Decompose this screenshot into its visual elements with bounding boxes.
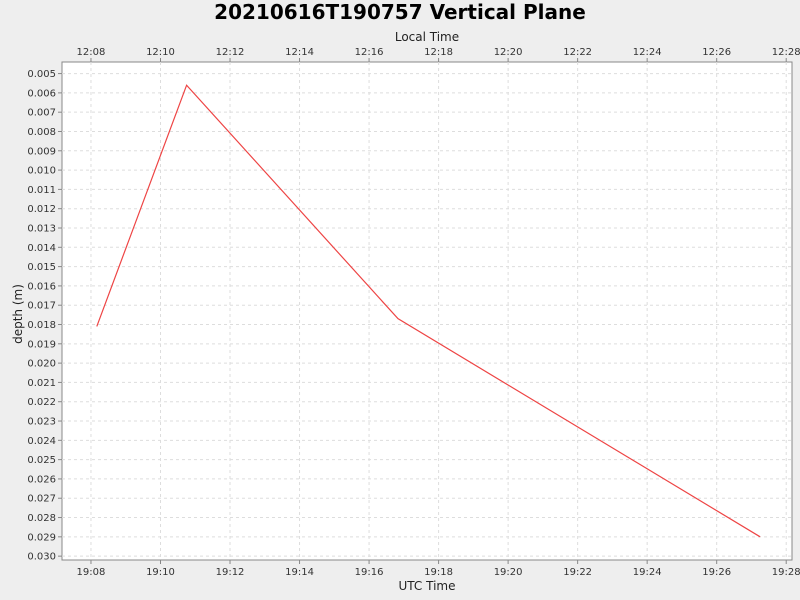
- y-tick-label: 0.013: [27, 224, 56, 235]
- x-tick-label: 19:18: [424, 567, 453, 578]
- y-tick-label: 0.025: [27, 455, 56, 466]
- y-tick-label: 0.007: [27, 108, 56, 119]
- series-layer: [96, 84, 761, 538]
- y-tick-label: 0.006: [27, 88, 56, 99]
- top-tick-label: 12:16: [355, 47, 384, 58]
- y-tick-label: 0.021: [27, 378, 56, 389]
- x-tick-label: 19:08: [77, 567, 106, 578]
- x-tick-label: 19:24: [633, 567, 662, 578]
- top-tick-label: 12:26: [702, 47, 731, 58]
- y-tick-label: 0.012: [27, 204, 56, 215]
- top-tick-label: 12:20: [494, 47, 523, 58]
- chart-title: 20210616T190757 Vertical Plane: [214, 0, 586, 24]
- y-tick-label: 0.020: [27, 359, 56, 370]
- y-tick-label: 0.009: [27, 146, 56, 157]
- y-axis-ticks: 0.005 0.006 0.007 0.008 0.009 0.010 0.011 0.012…: [27, 69, 62, 563]
- x-tick-label: 19:12: [216, 567, 245, 578]
- y-tick-label: 0.017: [27, 301, 56, 312]
- x-axis-title: UTC Time: [399, 579, 456, 593]
- top-tick-label: 12:14: [285, 47, 314, 58]
- y-tick-label: 0.029: [27, 532, 56, 543]
- y-tick-label: 0.028: [27, 513, 56, 524]
- y-tick-label: 0.011: [27, 185, 56, 196]
- y-tick-label: 0.024: [27, 436, 56, 447]
- series-line-1: [96, 84, 761, 538]
- x-tick-label: 19:14: [285, 567, 314, 578]
- y-tick-label: 0.015: [27, 262, 56, 273]
- y-tick-label: 0.019: [27, 339, 56, 350]
- y-tick-label: 0.023: [27, 417, 56, 428]
- top-tick-label: 12:22: [563, 47, 592, 58]
- top-tick-label: 12:24: [633, 47, 662, 58]
- x-tick-label: 19:10: [146, 567, 175, 578]
- y-tick-label: 0.018: [27, 320, 56, 331]
- top-tick-label: 12:18: [424, 47, 453, 58]
- y-tick-label: 0.026: [27, 474, 56, 485]
- y-axis-title: depth (m): [11, 284, 25, 344]
- y-tick-label: 0.022: [27, 397, 56, 408]
- top-axis-ticks: 12:08 12:10 12:12 12:14 12:16 12:18 12:20 12:22…: [77, 47, 800, 62]
- top-tick-label: 12:28: [772, 47, 800, 58]
- top-tick-label: 12:12: [216, 47, 245, 58]
- y-tick-label: 0.014: [27, 243, 56, 254]
- x-axis-ticks: 19:08 19:10 19:12 19:14 19:16 19:18 19:20 19:22…: [77, 560, 800, 578]
- top-tick-label: 12:10: [146, 47, 175, 58]
- y-tick-label: 0.010: [27, 166, 56, 177]
- x-tick-label: 19:16: [355, 567, 384, 578]
- y-tick-label: 0.016: [27, 281, 56, 292]
- top-tick-label: 12:08: [77, 47, 106, 58]
- y-tick-label: 0.030: [27, 552, 56, 563]
- x-tick-label: 19:20: [494, 567, 523, 578]
- x-tick-label: 19:22: [563, 567, 592, 578]
- y-tick-label: 0.027: [27, 494, 56, 505]
- y-tick-label: 0.008: [27, 127, 56, 138]
- plot-area: [61, 61, 793, 561]
- top-axis-title: Local Time: [395, 30, 459, 44]
- y-tick-label: 0.005: [27, 69, 56, 80]
- x-tick-label: 19:28: [772, 567, 800, 578]
- x-tick-label: 19:26: [702, 567, 731, 578]
